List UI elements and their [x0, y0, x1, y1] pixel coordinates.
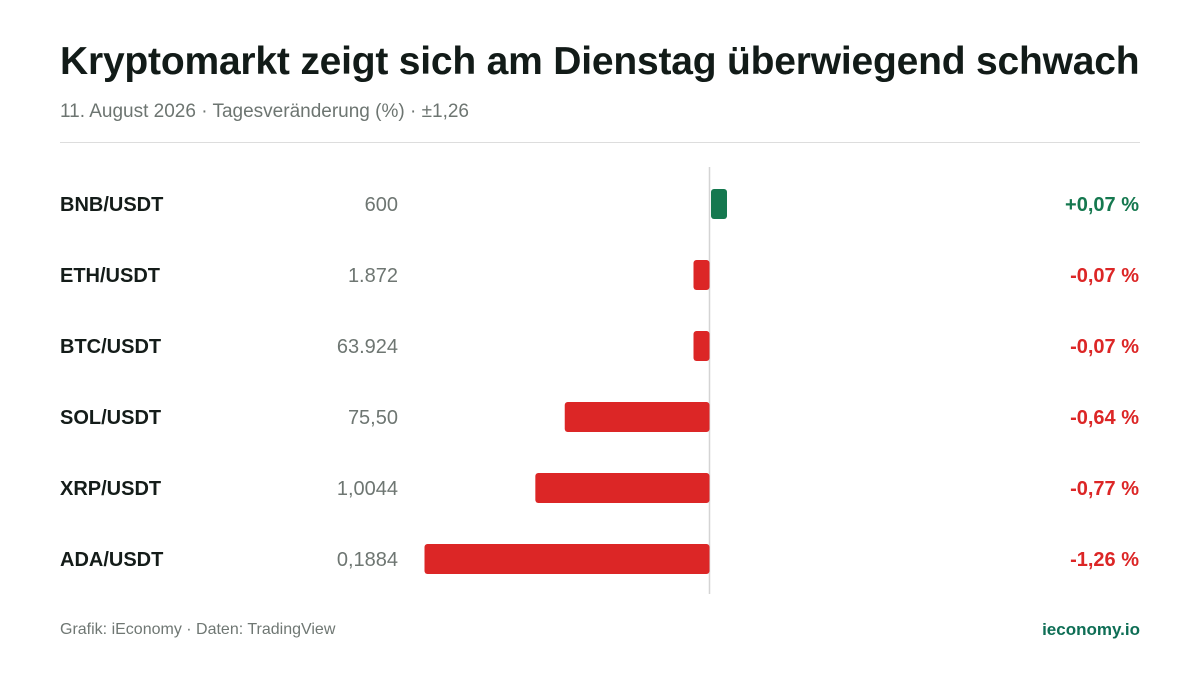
bar — [535, 473, 710, 503]
pair-label: XRP/USDT — [60, 478, 161, 500]
pair-label: BTC/USDT — [60, 336, 161, 358]
price-label: 600 — [365, 194, 398, 216]
header-divider — [60, 142, 1140, 143]
footer-brand-link[interactable]: ieconomy.io — [1042, 620, 1140, 639]
chart-title: Kryptomarkt zeigt sich am Dienstag überw… — [60, 40, 1140, 83]
price-label: 1,0044 — [337, 478, 398, 500]
pair-label: BNB/USDT — [60, 194, 163, 216]
price-label: 1.872 — [348, 265, 398, 287]
chart-subtitle: 11. August 2026 · Tagesveränderung (%) ·… — [60, 101, 469, 122]
change-label: -1,26 % — [1070, 549, 1139, 571]
footer-source: Grafik: iEconomy · Daten: TradingView — [60, 621, 336, 638]
change-label: -0,77 % — [1070, 478, 1139, 500]
pair-label: SOL/USDT — [60, 407, 161, 429]
bar — [711, 189, 727, 219]
pair-label: ADA/USDT — [60, 549, 163, 571]
change-label: -0,07 % — [1070, 336, 1139, 358]
bar — [564, 402, 710, 432]
bar — [424, 544, 710, 574]
price-label: 75,50 — [348, 407, 398, 429]
change-label: -0,07 % — [1070, 265, 1139, 287]
change-label: +0,07 % — [1065, 194, 1139, 216]
price-label: 0,1884 — [337, 549, 398, 571]
change-label: -0,64 % — [1070, 407, 1139, 429]
bar — [693, 331, 710, 361]
price-label: 63.924 — [337, 336, 398, 358]
pair-label: ETH/USDT — [60, 265, 160, 287]
bar — [693, 260, 710, 290]
